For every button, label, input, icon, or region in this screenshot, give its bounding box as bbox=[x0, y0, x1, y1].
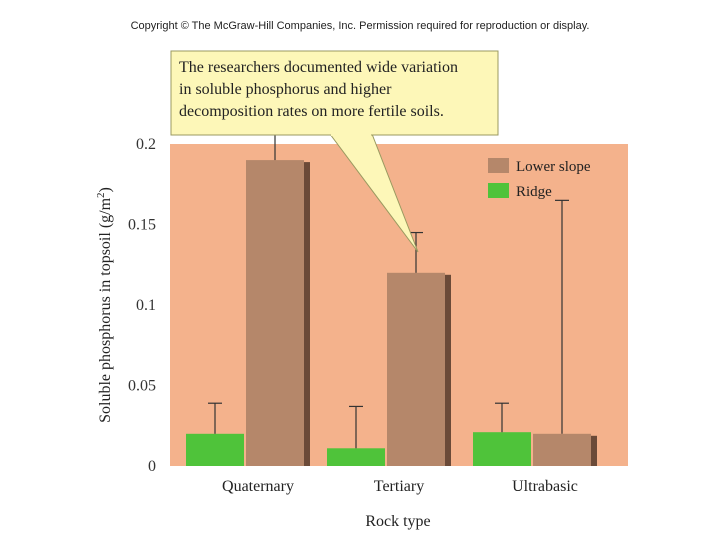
callout-text-line: decomposition rates on more fertile soil… bbox=[179, 103, 444, 120]
x-tick-label: Tertiary bbox=[374, 478, 424, 495]
error-bar-lower-slope bbox=[555, 199, 569, 434]
bar-lower-slope bbox=[533, 433, 591, 466]
y-tick-label: 0.15 bbox=[128, 217, 156, 234]
bar-lower-slope-side bbox=[304, 162, 310, 466]
y-tick-label: 0.1 bbox=[136, 297, 156, 314]
callout-background bbox=[170, 50, 499, 136]
error-bar-ridge bbox=[495, 402, 509, 433]
y-tick-label: 0.05 bbox=[128, 378, 156, 395]
copyright-notice: Copyright © The McGraw-Hill Companies, I… bbox=[130, 20, 590, 32]
y-axis-title: Soluble phosphorus in topsoil (g/m2) bbox=[95, 187, 114, 423]
legend: Lower slope Ridge bbox=[488, 158, 591, 200]
error-bar-lower-slope bbox=[409, 231, 423, 273]
bar-ridge bbox=[327, 448, 385, 466]
callout-text-line: in soluble phosphorus and higher bbox=[179, 81, 392, 98]
callout-text-line: The researchers documented wide variatio… bbox=[179, 59, 458, 76]
bar-lower-slope bbox=[246, 160, 304, 466]
x-axis-title: Rock type bbox=[365, 513, 430, 530]
callout-box: The researchers documented wide variatio… bbox=[170, 50, 499, 253]
legend-swatch bbox=[488, 183, 509, 198]
bar-lower-slope-side bbox=[591, 435, 597, 466]
bar-lower-slope bbox=[387, 272, 445, 466]
legend-label: Lower slope bbox=[516, 159, 591, 175]
bar-lower-slope-side bbox=[445, 274, 451, 466]
y-tick-label: 0 bbox=[148, 458, 156, 475]
x-tick-label: Quaternary bbox=[222, 478, 294, 495]
bar-ridge bbox=[473, 432, 531, 466]
y-tick-label: 0.2 bbox=[136, 136, 156, 153]
legend-swatch bbox=[488, 158, 509, 173]
error-bar-ridge bbox=[349, 405, 363, 449]
error-bar-ridge bbox=[208, 402, 222, 434]
legend-label: Ridge bbox=[516, 184, 552, 200]
bar-ridge bbox=[186, 433, 244, 466]
x-tick-label: Ultrabasic bbox=[512, 478, 578, 495]
